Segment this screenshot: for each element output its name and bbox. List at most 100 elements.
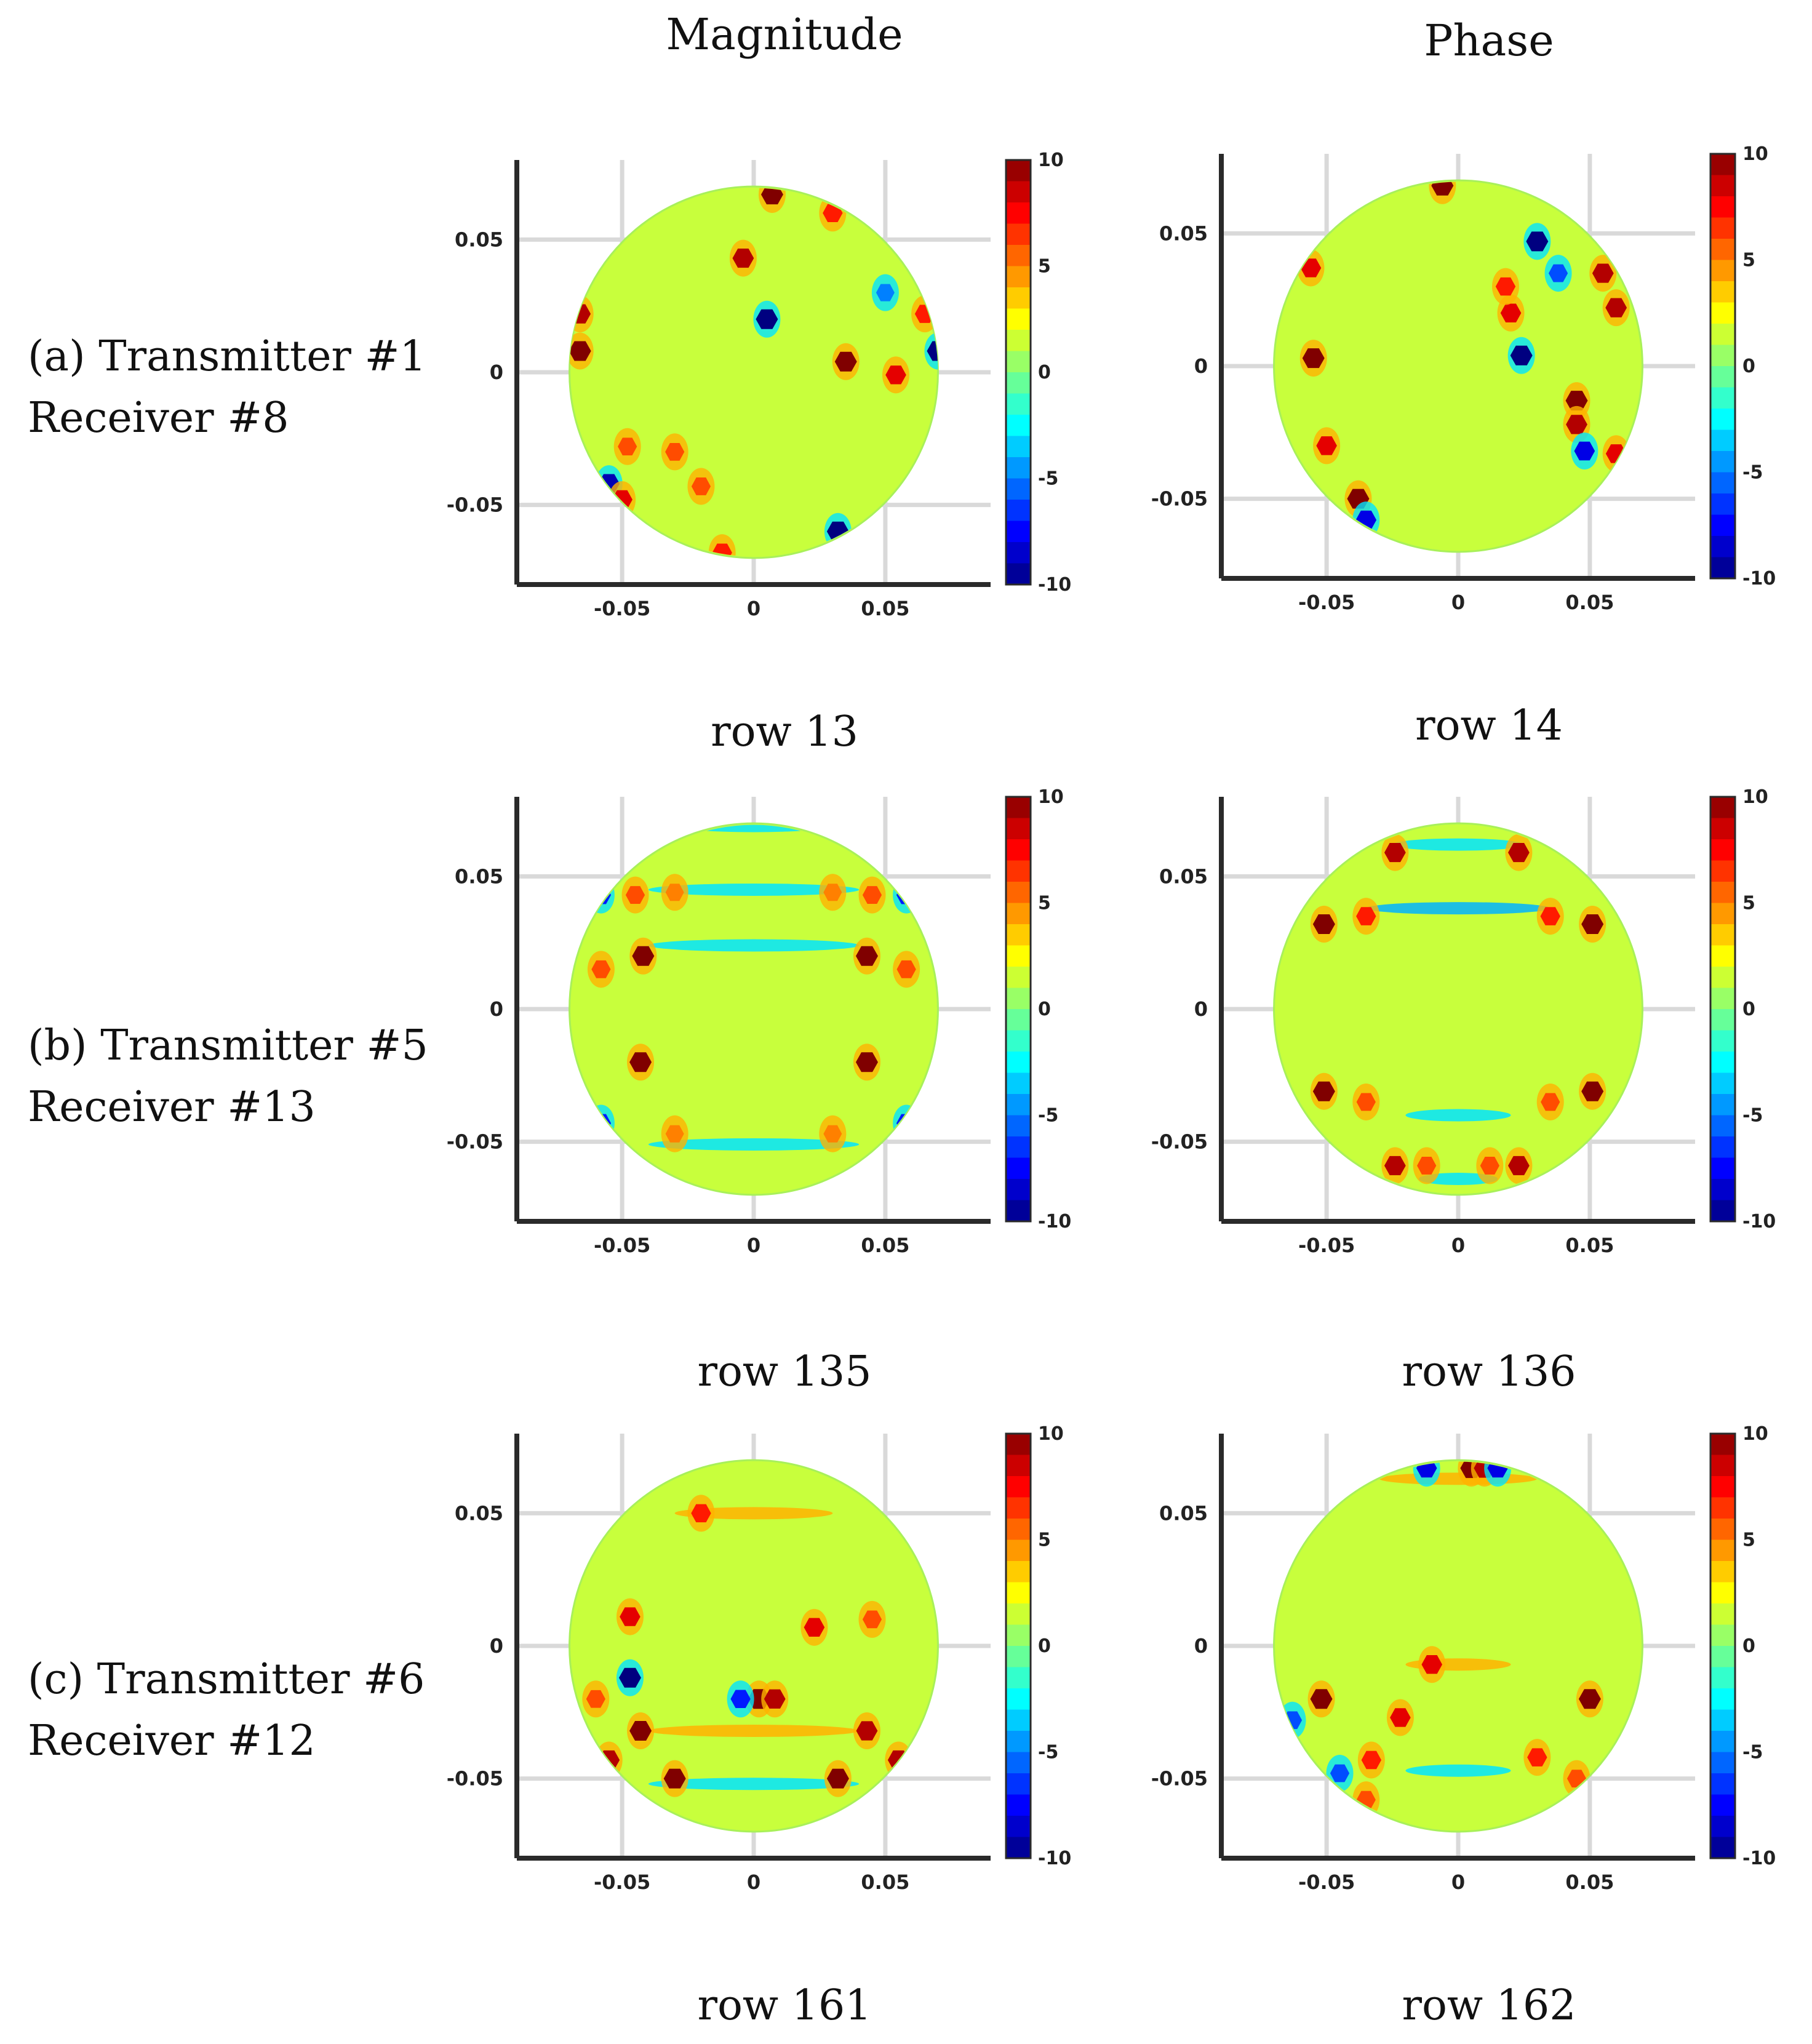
- y-tick-label-2: -0.05: [1151, 487, 1208, 511]
- colorbar-seg-2: [1006, 202, 1031, 225]
- colorbar-tick-label-0: 10: [1742, 786, 1768, 808]
- spot-0: [1312, 914, 1335, 934]
- colorbar-seg-10: [1710, 366, 1735, 388]
- colorbar-frame: [1005, 796, 1032, 1223]
- x-tick-label-0: -0.05: [1298, 1234, 1355, 1257]
- spot-9: [1592, 263, 1614, 283]
- spot-10: [1356, 1093, 1376, 1111]
- colorbar-seg-4: [1710, 882, 1735, 904]
- y-tick-label-0: 0.05: [1159, 222, 1208, 245]
- colorbar-seg-10: [1710, 1646, 1735, 1668]
- x-tick-label-1: 0: [747, 1234, 760, 1257]
- colorbar-tick-label-4: -10: [1742, 1211, 1776, 1232]
- spot-14: [730, 1690, 751, 1709]
- colorbar-seg-10: [1710, 1009, 1735, 1031]
- spot-1: [732, 248, 754, 268]
- x-tick-label-1: 0: [747, 1870, 760, 1894]
- colorbar-seg-18: [1710, 1179, 1735, 1201]
- spot-8: [927, 341, 938, 361]
- colorbar-seg-8: [1710, 967, 1735, 989]
- spot-8: [625, 886, 645, 904]
- colorbar-seg-14: [1006, 1094, 1031, 1116]
- colorbar-seg-17: [1710, 514, 1735, 537]
- spot-6: [826, 1768, 849, 1789]
- heatmap-a-phase: -0.05 0 0.05 0.05 0 -0.05 10 5 0 -5 -10: [1135, 135, 1781, 615]
- colorbar-tick-label-4: -10: [1038, 1848, 1071, 1869]
- colorbar-seg-18: [1710, 536, 1735, 558]
- colorbar-frame: [1005, 1432, 1032, 1859]
- spot-11: [896, 960, 916, 978]
- heatmap-c-phase: -0.05 0 0.05 0.05 0 -0.05 10 5 0 -5 -10: [1135, 1415, 1781, 1895]
- colorbar-seg-0: [1006, 1434, 1031, 1456]
- band-2: [1379, 1472, 1538, 1485]
- colorbar-seg-19: [1006, 1200, 1031, 1222]
- colorbar-seg-1: [1006, 1455, 1031, 1477]
- y-tick-label-2: -0.05: [447, 1130, 503, 1154]
- colorbar-tick-label-0: 10: [1038, 786, 1064, 808]
- colorbar-tick-label-3: -5: [1038, 1105, 1058, 1127]
- x-tick-label-1: 0: [1451, 1234, 1465, 1257]
- colorbar-seg-9: [1006, 1624, 1031, 1647]
- spot-halo-8: [924, 332, 938, 370]
- band-1: [648, 939, 860, 952]
- colorbar-seg-11: [1006, 393, 1031, 415]
- colorbar-tick-label-2: 0: [1742, 999, 1755, 1020]
- colorbar-tick-label-1: 5: [1038, 893, 1051, 914]
- colorbar-seg-12: [1006, 415, 1031, 437]
- x-tick-label-1: 0: [1451, 591, 1465, 614]
- spot-13: [876, 284, 895, 301]
- spot-11: [691, 477, 711, 495]
- colorbar-seg-2: [1710, 1476, 1735, 1498]
- colorbar-seg-12: [1710, 1052, 1735, 1074]
- spot-3: [834, 351, 857, 372]
- caption-row-135: row 135: [697, 1347, 872, 1396]
- spot-9: [620, 1607, 641, 1626]
- colorbar-seg-8: [1006, 1603, 1031, 1626]
- spot-12: [1282, 880, 1303, 899]
- colorbar-seg-9: [1006, 351, 1031, 373]
- heatmap-a-magnitude: -0.05 0 0.05 0.05 0 -0.05 10 5 0 -5 -10: [431, 142, 1077, 621]
- spot-0: [1431, 182, 1454, 196]
- band-2: [1392, 838, 1524, 851]
- caption-row-136: row 136: [1402, 1347, 1576, 1396]
- row-label-b-line1: (b) Transmitter #5: [28, 1021, 428, 1070]
- colorbar-seg-0: [1006, 797, 1031, 819]
- spot-13: [823, 884, 842, 901]
- colorbar-seg-1: [1710, 175, 1735, 197]
- colorbar-seg-13: [1710, 1072, 1735, 1095]
- caption-row-161: row 161: [697, 1981, 872, 2030]
- spot-9: [1330, 1764, 1350, 1783]
- colorbar-seg-14: [1710, 1731, 1735, 1753]
- colorbar-seg-3: [1006, 860, 1031, 882]
- colorbar-seg-2: [1006, 1476, 1031, 1498]
- colorbar-seg-14: [1710, 1094, 1735, 1116]
- spot-13: [1614, 880, 1634, 899]
- colorbar-seg-14: [1710, 451, 1735, 473]
- row-label-a: (a) Transmitter #1 Receiver #8: [28, 326, 426, 449]
- colorbar-seg-15: [1006, 478, 1031, 500]
- y-tick-label-2: -0.05: [447, 493, 503, 517]
- spot-12: [665, 884, 684, 901]
- colorbar-seg-11: [1710, 387, 1735, 409]
- colorbar-seg-10: [1006, 372, 1031, 394]
- colorbar-tick-label-3: -5: [1038, 1742, 1058, 1763]
- colorbar-seg-2: [1710, 196, 1735, 218]
- domain-disk: [1273, 179, 1643, 553]
- spot-3: [629, 1721, 652, 1741]
- colorbar-seg-15: [1710, 472, 1735, 494]
- band-2: [648, 1138, 860, 1151]
- spot-17: [1495, 277, 1516, 296]
- row-label-b-line2: Receiver #13: [28, 1083, 316, 1132]
- row-label-c-line1: (c) Transmitter #6: [28, 1655, 425, 1704]
- colorbar-seg-9: [1710, 345, 1735, 367]
- colorbar-seg-0: [1710, 154, 1735, 176]
- colorbar-seg-8: [1006, 330, 1031, 352]
- domain-disk: [1273, 822, 1643, 1196]
- spot-10: [1605, 298, 1627, 317]
- spot-5: [1578, 1689, 1601, 1709]
- spot-16: [1567, 185, 1587, 203]
- heatmap-c-magnitude: -0.05 0 0.05 0.05 0 -0.05 10 5 0 -5 -10: [431, 1415, 1077, 1895]
- band-0: [648, 1778, 860, 1790]
- colorbar-tick-label-0: 10: [1038, 1423, 1064, 1445]
- spot-14: [1316, 436, 1337, 455]
